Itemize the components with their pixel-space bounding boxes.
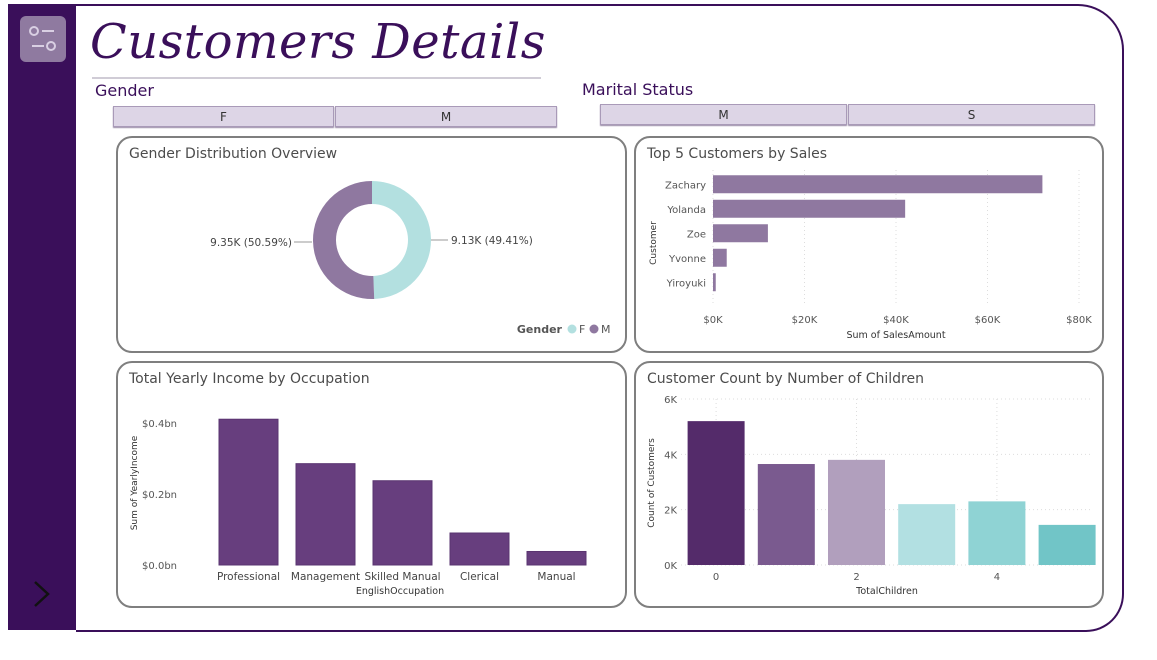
children-bar	[757, 464, 815, 565]
marital-option-m[interactable]: M	[600, 104, 847, 125]
top5-bar	[713, 224, 768, 243]
legend-title: Gender	[517, 323, 563, 336]
children-y-tick-label: 4K	[664, 450, 677, 461]
top5-category-label: Yolanda	[666, 205, 706, 216]
top5-x-axis-label: Sum of SalesAmount	[846, 330, 945, 341]
top5-x-tick-label: $80K	[1066, 315, 1092, 326]
top5-x-tick-label: $0K	[703, 315, 723, 326]
top5-x-tick-label: $40K	[883, 315, 909, 326]
income-category-label: Skilled Manual	[364, 571, 440, 583]
income-chart-title: Total Yearly Income by Occupation	[129, 371, 370, 387]
gender-distribution-card[interactable]: Gender Distribution Overview 9.13K (49.4…	[116, 136, 627, 353]
income-y-tick-label: $0.4bn	[142, 419, 177, 430]
income-bar	[526, 550, 587, 566]
slice-f-label: 9.13K (49.41%)	[451, 235, 533, 247]
income-bar	[372, 480, 433, 566]
children-bar	[1038, 524, 1096, 565]
children-x-tick-label: 0	[713, 572, 719, 583]
top5-x-tick-label: $60K	[975, 315, 1001, 326]
top5-bar	[713, 199, 906, 218]
title-underline	[92, 77, 541, 79]
children-chart-title: Customer Count by Number of Children	[647, 371, 924, 387]
top5-category-label: Zachary	[665, 180, 706, 191]
top5-bar	[713, 273, 716, 292]
legend-marker-f	[567, 324, 577, 334]
children-x-axis-label: TotalChildren	[855, 586, 918, 597]
yearly-income-card[interactable]: Total Yearly Income by Occupation Profes…	[116, 361, 627, 608]
children-bar-chart: 0K 2K 4K 6K 0 2 4 TotalChildren Count of Cust…	[647, 395, 1096, 597]
children-bar	[898, 504, 956, 565]
income-bar	[449, 532, 510, 566]
legend-marker-m	[589, 324, 599, 334]
legend-label-m: M	[601, 323, 611, 336]
gender-chart-title: Gender Distribution Overview	[129, 146, 338, 162]
sidebar	[8, 4, 76, 630]
income-x-axis-label: EnglishOccupation	[356, 586, 444, 597]
page-title: Customers Details	[90, 14, 546, 70]
income-y-tick-label: $0.2bn	[142, 490, 177, 501]
children-count-card[interactable]: Customer Count by Number of Children 0K 2…	[634, 361, 1104, 608]
top5-category-label: Yvonne	[668, 254, 706, 265]
income-bar	[218, 418, 279, 566]
top5-x-tick-label: $20K	[792, 315, 818, 326]
top5-category-label: Yiroyuki	[666, 278, 706, 289]
income-category-label: Clerical	[460, 571, 499, 583]
slice-m-label: 9.35K (50.59%)	[210, 237, 292, 249]
children-bar	[828, 459, 885, 565]
filter-toggle-icon[interactable]	[20, 16, 66, 62]
gender-option-m[interactable]: M	[335, 106, 557, 127]
income-bar-chart: Professional Management Skilled Manual Cler…	[130, 418, 587, 597]
marital-option-s[interactable]: S	[848, 104, 1095, 125]
income-bar	[295, 463, 356, 566]
income-y-axis-label: Sum of YearlyIncome	[130, 435, 140, 530]
income-category-label: Management	[291, 571, 360, 583]
marital-status-slicer-label: Marital Status	[582, 80, 694, 99]
children-x-tick-label: 4	[994, 572, 1000, 583]
children-bar	[687, 421, 745, 565]
children-y-tick-label: 2K	[664, 506, 677, 517]
slice-m	[312, 181, 375, 299]
children-y-tick-label: 6K	[664, 395, 677, 406]
gender-slicer-label: Gender	[95, 81, 154, 100]
top5-bar	[713, 175, 1043, 194]
top5-bar	[713, 248, 727, 267]
chevron-right-icon[interactable]	[30, 578, 54, 610]
income-y-tick-label: $0.0bn	[142, 561, 177, 572]
children-y-axis-label: Count of Customers	[647, 438, 657, 528]
income-category-label: Manual	[537, 571, 575, 583]
top5-customers-card[interactable]: Top 5 Customers by Sales Zachary Yolanda Z…	[634, 136, 1104, 353]
slice-f	[372, 181, 431, 299]
children-y-tick-label: 0K	[664, 561, 677, 572]
top5-y-axis-label: Customer	[649, 221, 659, 265]
top5-category-label: Zoe	[687, 229, 706, 240]
top5-bar-chart: Zachary Yolanda Zoe Yvonne Yiroyuki $0K $20K $…	[649, 170, 1092, 341]
legend-label-f: F	[579, 323, 585, 336]
children-x-tick-label: 2	[853, 572, 859, 583]
income-category-label: Professional	[217, 571, 280, 583]
gender-option-f[interactable]: F	[113, 106, 334, 127]
gender-donut-chart: 9.13K (49.41%) 9.35K (50.59%) Gender F M	[210, 181, 611, 336]
children-bar	[968, 501, 1026, 565]
top5-chart-title: Top 5 Customers by Sales	[647, 146, 828, 162]
